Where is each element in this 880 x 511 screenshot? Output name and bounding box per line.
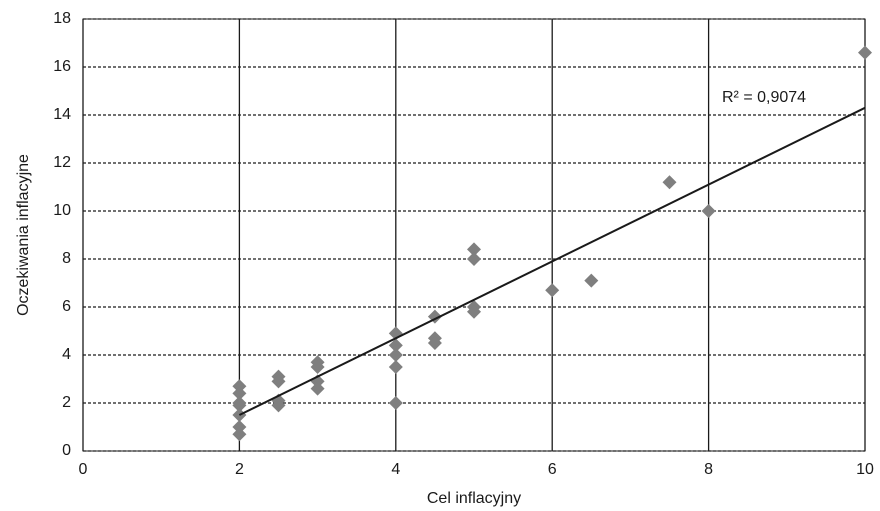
data-point	[467, 252, 481, 266]
data-point	[388, 348, 403, 362]
data-point	[467, 304, 481, 319]
y-tick-label: 12	[53, 154, 71, 171]
x-tick-label: 2	[235, 461, 244, 478]
trendline-label: R² = 0,9074	[722, 89, 806, 106]
x-tick-label: 6	[548, 461, 557, 478]
y-tick-label: 4	[62, 346, 71, 363]
x-axis-title: Cel inflacyjny	[427, 490, 521, 507]
y-axis-title: Oczekiwania inflacyjne	[15, 154, 32, 316]
data-point	[701, 204, 716, 218]
y-tick-label: 18	[53, 10, 71, 27]
y-tick-label: 6	[62, 298, 71, 315]
x-tick-label: 0	[79, 461, 88, 478]
y-tick-label: 2	[62, 394, 71, 411]
x-tick-label: 4	[391, 461, 400, 478]
plot-area	[82, 18, 866, 452]
data-point	[545, 283, 560, 298]
y-tick-label: 10	[53, 202, 71, 219]
data-point	[427, 336, 442, 350]
x-tick-label: 10	[856, 461, 874, 478]
data-point	[388, 338, 403, 353]
y-tick-label: 8	[62, 250, 71, 267]
data-point	[662, 175, 677, 190]
y-tick-label: 16	[53, 58, 71, 75]
data-point	[388, 360, 403, 374]
data-point	[310, 360, 325, 374]
data-point	[271, 374, 286, 389]
y-tick-label: 14	[53, 106, 71, 123]
data-point	[388, 396, 403, 410]
data-point	[584, 273, 599, 288]
y-tick-label: 0	[62, 442, 71, 459]
data-point	[232, 379, 247, 394]
data-point	[858, 45, 872, 60]
data-point	[467, 242, 481, 257]
data-point	[232, 420, 247, 434]
data-point	[232, 386, 247, 401]
data-point	[232, 427, 247, 442]
x-tick-label: 8	[704, 461, 713, 478]
data-point	[271, 398, 286, 413]
data-point	[232, 398, 247, 413]
data-point	[310, 381, 325, 396]
trendline	[238, 106, 866, 416]
